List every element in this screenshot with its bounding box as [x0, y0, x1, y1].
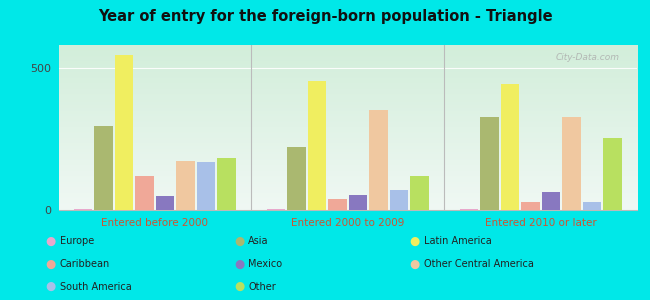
Text: Asia: Asia — [248, 236, 269, 247]
Text: ●: ● — [234, 235, 244, 248]
Text: Europe: Europe — [60, 236, 94, 247]
Text: ●: ● — [410, 235, 420, 248]
Bar — [176, 161, 195, 210]
Text: ●: ● — [410, 257, 420, 271]
Bar — [390, 190, 408, 210]
Bar — [135, 176, 154, 210]
Text: Caribbean: Caribbean — [60, 259, 110, 269]
Bar — [74, 208, 92, 210]
Bar — [287, 147, 306, 210]
Bar — [156, 196, 174, 210]
Bar — [541, 192, 560, 210]
Bar — [500, 84, 519, 210]
Bar — [582, 202, 601, 210]
Bar — [521, 202, 540, 210]
Bar — [328, 199, 346, 210]
Bar — [562, 117, 580, 210]
Bar — [369, 110, 387, 210]
Bar — [410, 176, 429, 210]
Bar — [94, 126, 113, 210]
Text: ●: ● — [234, 280, 244, 293]
Text: ●: ● — [46, 235, 56, 248]
Text: Mexico: Mexico — [248, 259, 282, 269]
Text: South America: South America — [60, 281, 131, 292]
Text: Year of entry for the foreign-born population - Triangle: Year of entry for the foreign-born popul… — [98, 9, 552, 24]
Text: ●: ● — [46, 257, 56, 271]
Bar — [217, 158, 236, 210]
Bar — [349, 195, 367, 210]
Bar — [603, 138, 621, 210]
Bar — [480, 117, 499, 210]
Text: Latin America: Latin America — [424, 236, 491, 247]
Text: ●: ● — [46, 280, 56, 293]
Bar — [460, 208, 478, 210]
Bar — [115, 55, 133, 210]
Bar — [197, 162, 215, 210]
Bar — [308, 81, 326, 210]
Text: Other: Other — [248, 281, 276, 292]
Text: ●: ● — [234, 257, 244, 271]
Text: City-Data.com: City-Data.com — [556, 53, 619, 62]
Text: Other Central America: Other Central America — [424, 259, 534, 269]
Bar — [266, 208, 285, 210]
